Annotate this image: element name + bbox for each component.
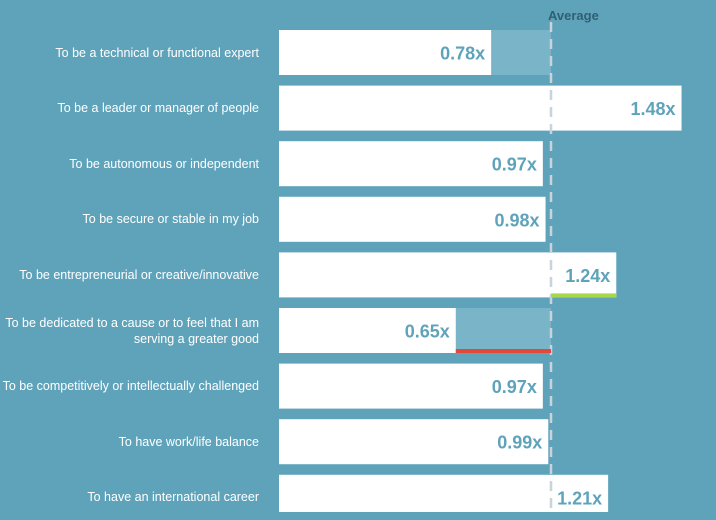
value-label: 0.78x	[440, 44, 485, 64]
bar	[279, 363, 543, 409]
category-label: To be autonomous or independent	[69, 156, 259, 171]
category-label: To be competitively or intellectually ch…	[2, 379, 259, 394]
bar	[279, 252, 617, 298]
bar	[279, 419, 549, 465]
value-label: 1.24x	[565, 266, 610, 286]
bar	[279, 30, 492, 75]
above-average-accent	[551, 293, 617, 298]
shortfall-region	[491, 30, 551, 75]
category-label: To be dedicated to a cause or to feel th…	[5, 315, 259, 346]
value-label: 1.21x	[557, 488, 602, 508]
category-label: To have work/life balance	[118, 434, 259, 449]
bar	[279, 141, 543, 187]
below-average-accent	[455, 349, 551, 353]
value-label: 0.99x	[497, 433, 542, 453]
bar	[279, 474, 609, 512]
shortfall-region	[455, 308, 551, 353]
value-label: 0.65x	[405, 322, 450, 342]
value-label: 0.98x	[495, 210, 540, 230]
bar	[279, 196, 546, 242]
category-label: To be entrepreneurial or creative/innova…	[19, 267, 259, 282]
category-label: To have an international career	[87, 490, 259, 505]
category-label: To be a technical or functional expert	[55, 45, 259, 60]
bar	[279, 308, 456, 353]
value-label: 0.97x	[492, 155, 537, 175]
category-label: To be secure or stable in my job	[82, 212, 259, 227]
average-label: Average	[548, 8, 599, 23]
value-label: 0.97x	[492, 377, 537, 397]
value-label: 1.48x	[631, 99, 676, 119]
category-label: To be a leader or manager of people	[57, 101, 259, 116]
bar	[279, 85, 682, 131]
